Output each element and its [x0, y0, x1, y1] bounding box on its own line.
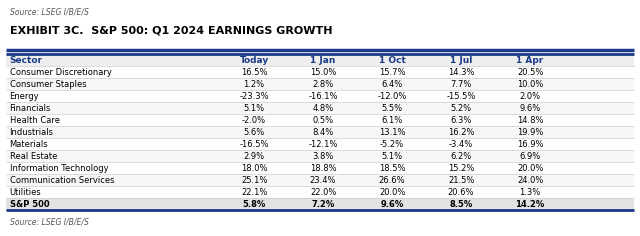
- Text: 6.4%: 6.4%: [381, 80, 403, 89]
- Text: 8.5%: 8.5%: [449, 200, 473, 209]
- Bar: [6, 102, 634, 114]
- Text: Utilities: Utilities: [10, 188, 42, 197]
- Text: 14.8%: 14.8%: [517, 116, 543, 125]
- Text: 22.1%: 22.1%: [241, 188, 268, 197]
- Text: 1 Apr: 1 Apr: [516, 56, 544, 65]
- Text: Energy: Energy: [10, 92, 39, 101]
- Bar: [6, 66, 634, 78]
- Text: 23.4%: 23.4%: [310, 176, 337, 185]
- Text: Consumer Staples: Consumer Staples: [10, 80, 86, 89]
- Text: 21.5%: 21.5%: [448, 176, 474, 185]
- Text: 5.1%: 5.1%: [381, 152, 403, 161]
- Text: 15.2%: 15.2%: [448, 164, 474, 173]
- Text: 20.0%: 20.0%: [379, 188, 405, 197]
- Bar: [6, 126, 634, 138]
- Bar: [6, 90, 634, 102]
- Text: 16.9%: 16.9%: [517, 140, 543, 149]
- Text: 5.8%: 5.8%: [243, 200, 266, 209]
- Text: 6.3%: 6.3%: [451, 116, 472, 125]
- Text: Today: Today: [239, 56, 269, 65]
- Text: -12.0%: -12.0%: [378, 92, 407, 101]
- Text: 9.6%: 9.6%: [381, 200, 404, 209]
- Text: -12.1%: -12.1%: [308, 140, 338, 149]
- Text: -5.2%: -5.2%: [380, 140, 404, 149]
- Text: 22.0%: 22.0%: [310, 188, 337, 197]
- Text: 18.5%: 18.5%: [379, 164, 405, 173]
- Text: 24.0%: 24.0%: [517, 176, 543, 185]
- Text: 14.2%: 14.2%: [515, 200, 545, 209]
- Text: 20.6%: 20.6%: [448, 188, 474, 197]
- Text: 5.6%: 5.6%: [243, 128, 265, 137]
- Text: 26.6%: 26.6%: [379, 176, 406, 185]
- Bar: [6, 54, 634, 66]
- Text: 20.5%: 20.5%: [517, 68, 543, 77]
- Text: Information Technology: Information Technology: [10, 164, 108, 173]
- Text: Financials: Financials: [10, 104, 51, 113]
- Text: 6.1%: 6.1%: [381, 116, 403, 125]
- Text: Real Estate: Real Estate: [10, 152, 57, 161]
- Bar: [6, 186, 634, 198]
- Text: Materials: Materials: [10, 140, 48, 149]
- Text: 14.3%: 14.3%: [448, 68, 474, 77]
- Text: 1.2%: 1.2%: [244, 80, 265, 89]
- Text: 16.5%: 16.5%: [241, 68, 268, 77]
- Text: Health Care: Health Care: [10, 116, 60, 125]
- Text: 25.1%: 25.1%: [241, 176, 268, 185]
- Bar: [6, 150, 634, 162]
- Text: 5.1%: 5.1%: [244, 104, 265, 113]
- Text: Source: LSEG I/B/E/S: Source: LSEG I/B/E/S: [10, 7, 88, 16]
- Bar: [6, 162, 634, 174]
- Text: 16.2%: 16.2%: [448, 128, 474, 137]
- Text: 0.5%: 0.5%: [312, 116, 333, 125]
- Bar: [6, 138, 634, 150]
- Text: 2.9%: 2.9%: [244, 152, 265, 161]
- Text: 1.3%: 1.3%: [520, 188, 541, 197]
- Text: EXHIBIT 3C.  S&P 500: Q1 2024 EARNINGS GROWTH: EXHIBIT 3C. S&P 500: Q1 2024 EARNINGS GR…: [10, 26, 332, 36]
- Bar: [6, 78, 634, 90]
- Text: Sector: Sector: [10, 56, 43, 65]
- Text: 10.0%: 10.0%: [517, 80, 543, 89]
- Text: -23.3%: -23.3%: [239, 92, 269, 101]
- Text: 8.4%: 8.4%: [312, 128, 334, 137]
- Text: 15.7%: 15.7%: [379, 68, 405, 77]
- Text: 3.8%: 3.8%: [312, 152, 334, 161]
- Text: Communication Services: Communication Services: [10, 176, 114, 185]
- Text: S&P 500: S&P 500: [10, 200, 49, 209]
- Text: 5.5%: 5.5%: [381, 104, 403, 113]
- Text: -16.5%: -16.5%: [239, 140, 269, 149]
- Text: 1 Jan: 1 Jan: [310, 56, 336, 65]
- Text: 7.2%: 7.2%: [312, 200, 335, 209]
- Text: -15.5%: -15.5%: [447, 92, 476, 101]
- Text: 20.0%: 20.0%: [517, 164, 543, 173]
- Text: Source: LSEG I/B/E/S: Source: LSEG I/B/E/S: [10, 218, 88, 227]
- Text: 6.2%: 6.2%: [451, 152, 472, 161]
- Text: 6.9%: 6.9%: [520, 152, 541, 161]
- Bar: [6, 114, 634, 126]
- Text: Industrials: Industrials: [10, 128, 54, 137]
- Text: 18.0%: 18.0%: [241, 164, 268, 173]
- Text: 5.2%: 5.2%: [451, 104, 472, 113]
- Text: Consumer Discretionary: Consumer Discretionary: [10, 68, 111, 77]
- Text: 18.8%: 18.8%: [310, 164, 337, 173]
- Text: 2.0%: 2.0%: [520, 92, 541, 101]
- Text: 1 Jul: 1 Jul: [450, 56, 472, 65]
- Text: -3.4%: -3.4%: [449, 140, 473, 149]
- Text: -2.0%: -2.0%: [242, 116, 266, 125]
- Bar: [6, 174, 634, 186]
- Bar: [6, 198, 634, 210]
- Text: 1 Oct: 1 Oct: [379, 56, 406, 65]
- Text: 7.7%: 7.7%: [451, 80, 472, 89]
- Text: 15.0%: 15.0%: [310, 68, 337, 77]
- Text: 9.6%: 9.6%: [520, 104, 541, 113]
- Text: 2.8%: 2.8%: [312, 80, 334, 89]
- Text: 19.9%: 19.9%: [517, 128, 543, 137]
- Text: 13.1%: 13.1%: [379, 128, 405, 137]
- Text: -16.1%: -16.1%: [308, 92, 338, 101]
- Text: 4.8%: 4.8%: [312, 104, 334, 113]
